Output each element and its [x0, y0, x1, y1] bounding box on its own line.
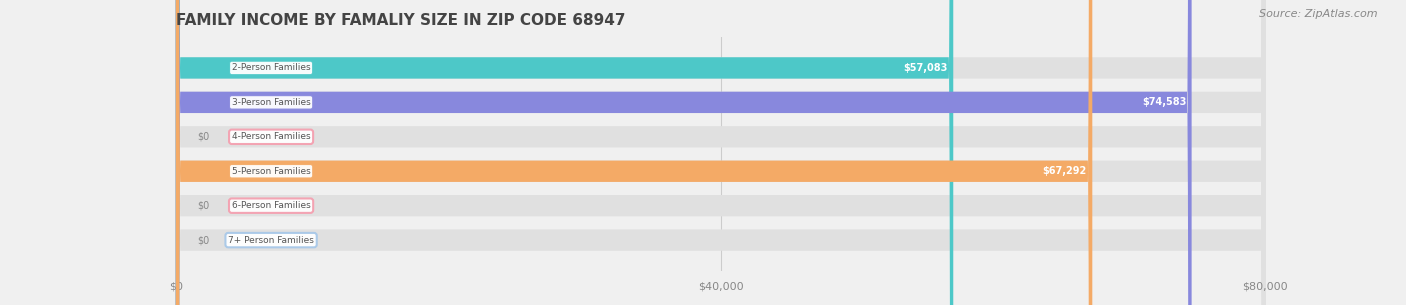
Text: $0: $0: [197, 201, 209, 211]
FancyBboxPatch shape: [176, 0, 1092, 305]
Text: $74,583: $74,583: [1142, 97, 1187, 107]
FancyBboxPatch shape: [176, 0, 1265, 305]
FancyBboxPatch shape: [176, 0, 1192, 305]
Text: FAMILY INCOME BY FAMALIY SIZE IN ZIP CODE 68947: FAMILY INCOME BY FAMALIY SIZE IN ZIP COD…: [176, 13, 626, 28]
Text: $57,083: $57,083: [904, 63, 948, 73]
Text: 5-Person Families: 5-Person Families: [232, 167, 311, 176]
FancyBboxPatch shape: [176, 0, 1265, 305]
FancyBboxPatch shape: [176, 0, 1265, 305]
FancyBboxPatch shape: [176, 0, 953, 305]
Text: Source: ZipAtlas.com: Source: ZipAtlas.com: [1260, 9, 1378, 19]
Text: $0: $0: [197, 235, 209, 245]
Text: 2-Person Families: 2-Person Families: [232, 63, 311, 72]
Text: $0: $0: [197, 132, 209, 142]
Text: 6-Person Families: 6-Person Families: [232, 201, 311, 210]
Text: 3-Person Families: 3-Person Families: [232, 98, 311, 107]
FancyBboxPatch shape: [176, 0, 1265, 305]
FancyBboxPatch shape: [176, 0, 1265, 305]
FancyBboxPatch shape: [176, 0, 1265, 305]
Text: 4-Person Families: 4-Person Families: [232, 132, 311, 141]
Text: $67,292: $67,292: [1043, 166, 1087, 176]
Text: 7+ Person Families: 7+ Person Families: [228, 236, 314, 245]
